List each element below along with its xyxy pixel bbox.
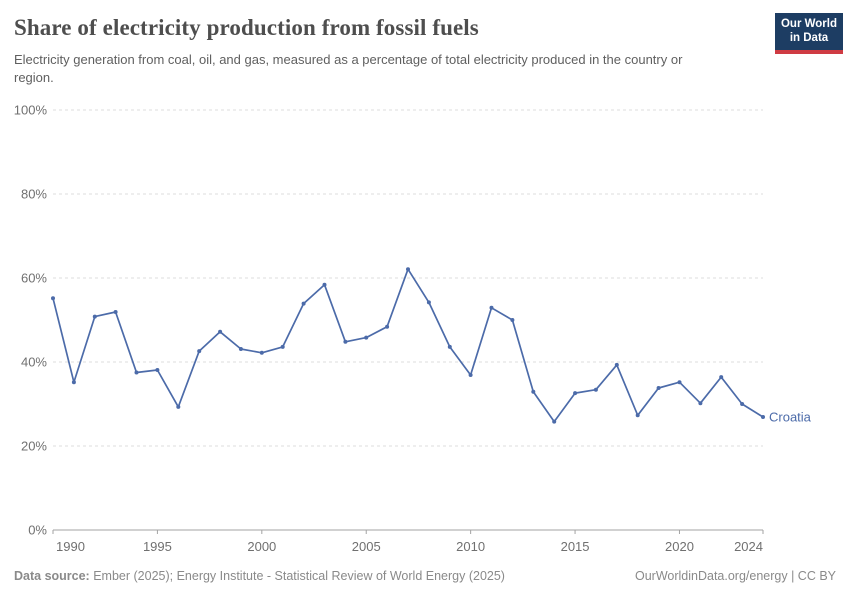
data-point: [468, 373, 473, 377]
data-point: [531, 389, 536, 394]
data-point: [280, 344, 285, 349]
data-point: [155, 368, 160, 372]
owid-logo-line2: in Data: [789, 31, 829, 44]
data-point: [51, 296, 55, 301]
data-point: [218, 329, 223, 334]
data-point: [301, 301, 306, 306]
data-point: [322, 282, 327, 287]
data-point: [614, 362, 619, 367]
y-axis-tick-label: 60%: [21, 271, 47, 286]
data-point: [364, 335, 369, 340]
y-axis-tick-label: 100%: [14, 103, 48, 118]
data-point: [197, 349, 202, 354]
data-point: [176, 404, 181, 409]
data-point: [635, 413, 640, 418]
chart-title: Share of electricity production from fos…: [14, 15, 479, 40]
y-axis-tick-label: 20%: [21, 439, 47, 454]
series-line: [52, 268, 764, 423]
data-point: [426, 300, 431, 305]
entity-label: Croatia: [769, 410, 812, 425]
x-axis-tick-label: 2020: [665, 539, 694, 554]
data-point: [740, 402, 745, 406]
footer-attribution: OurWorldinData.org/energy | CC BY: [634, 569, 836, 583]
data-source-line: Data source: Ember (2025); Energy Instit…: [14, 569, 505, 583]
data-point: [406, 267, 410, 272]
data-point: [489, 305, 494, 310]
data-point: [656, 386, 661, 390]
x-axis-tick-label: 1995: [143, 539, 172, 554]
x-axis-tick-label: 2015: [561, 539, 590, 554]
data-point: [719, 375, 724, 380]
owid-logo: Our World in Data: [775, 13, 843, 54]
data-point: [259, 350, 264, 355]
data-source-text: Ember (2025); Energy Institute - Statist…: [89, 569, 505, 583]
data-point: [447, 344, 452, 349]
x-axis-tick-label: 2005: [352, 539, 381, 554]
data-point: [510, 318, 515, 322]
x-axis-tick-label: 2000: [247, 539, 276, 554]
data-point: [113, 310, 118, 314]
data-point: [573, 391, 578, 396]
data-point: [92, 314, 97, 319]
data-point: [593, 387, 598, 392]
data-point: [385, 324, 390, 329]
chart-subtitle: Electricity generation from coal, oil, a…: [14, 52, 683, 85]
data-point: [698, 401, 703, 406]
x-axis-tick-label: 2010: [456, 539, 485, 554]
data-point: [552, 419, 557, 424]
data-point: [134, 370, 139, 375]
data-point: [761, 415, 765, 419]
y-axis-tick-label: 0%: [28, 523, 47, 538]
y-axis-tick-label: 40%: [21, 355, 47, 370]
x-axis-tick-label: 2024: [734, 539, 763, 554]
data-point: [677, 380, 682, 385]
data-point: [343, 339, 348, 344]
data-source-label: Data source:: [14, 569, 90, 583]
x-axis-tick-label: 1990: [56, 539, 85, 554]
data-point: [238, 347, 243, 351]
data-point: [71, 380, 76, 385]
y-axis-tick-label: 80%: [21, 187, 47, 202]
owid-logo-line1: Our World: [780, 18, 837, 30]
